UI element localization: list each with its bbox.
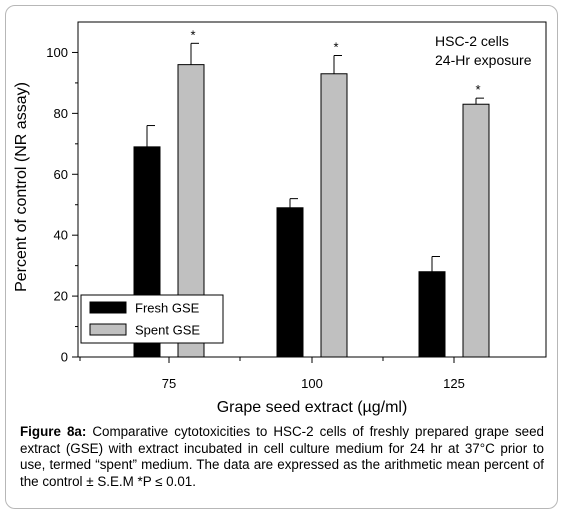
bar-spent: [320, 73, 348, 358]
chart-axes: 0 20 40 60 80 100 75 100 125: [46, 21, 547, 391]
bar-spent: [462, 103, 490, 358]
bar-fresh: [418, 271, 446, 358]
caption-label: Figure 8a:: [20, 424, 87, 439]
y-tick-label: 0: [61, 350, 68, 365]
y-tick-label: 20: [54, 289, 68, 304]
legend-label: Fresh GSE: [135, 301, 200, 316]
x-tick-label: 125: [443, 376, 465, 391]
significance-marker: *: [333, 40, 338, 55]
chart-legend: Fresh GSE Spent GSE: [80, 294, 224, 344]
bar-chart: 0 20 40 60 80 100 75 100 125 * * * Fresh GSE Spent …: [13, 21, 547, 416]
y-tick-label: 60: [54, 167, 68, 182]
legend-label: Spent GSE: [135, 323, 200, 338]
bar-fresh: [276, 207, 304, 358]
y-tick-label: 80: [54, 106, 68, 121]
caption-text: Comparative cytotoxicities to HSC-2 cell…: [20, 424, 544, 489]
y-axis-label: Percent of control (NR assay): [13, 82, 30, 292]
y-tick-label: 100: [46, 45, 68, 60]
figure-caption: Figure 8a: Comparative cytotoxicities to…: [20, 424, 544, 490]
x-tick-label: 75: [162, 376, 176, 391]
annotation-line-2: 24-Hr exposure: [435, 52, 532, 68]
x-tick-label: 100: [301, 376, 323, 391]
legend-swatch: [89, 301, 127, 314]
significance-marker: *: [190, 27, 195, 42]
annotation-line-1: HSC-2 cells: [435, 33, 509, 49]
y-tick-label: 40: [54, 228, 68, 243]
significance-marker: *: [475, 82, 480, 97]
legend-swatch: [89, 323, 127, 336]
x-axis-label: Grape seed extract (µg/ml): [217, 399, 408, 416]
